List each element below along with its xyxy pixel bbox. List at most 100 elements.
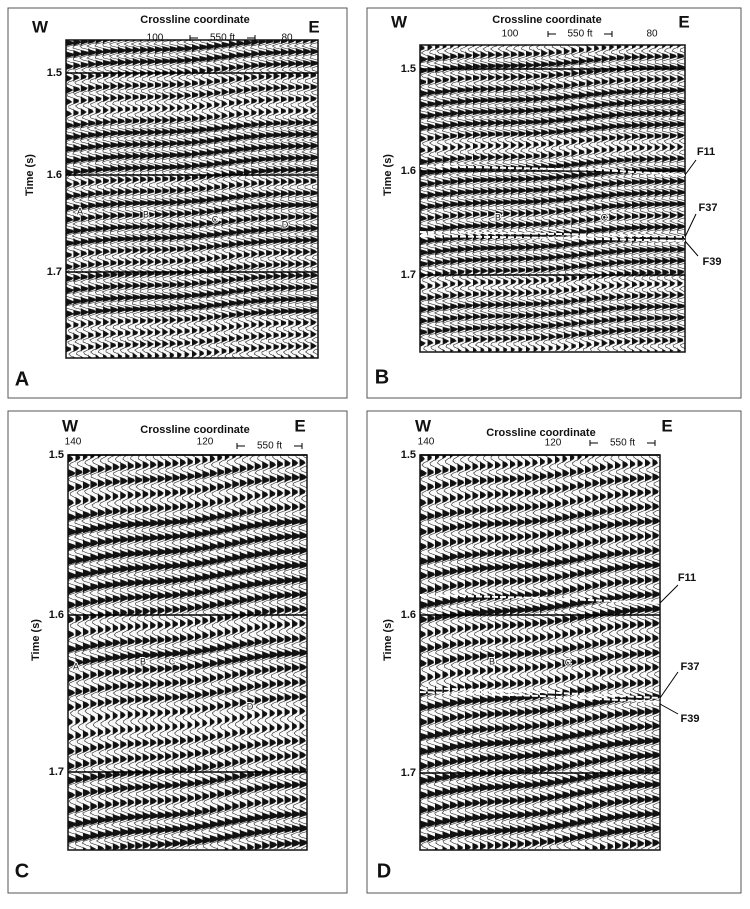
trace-line bbox=[249, 40, 269, 358]
axis-title: Crossline coordinate bbox=[486, 427, 595, 439]
trace-fill bbox=[555, 455, 564, 850]
fault-leader bbox=[684, 240, 699, 257]
trace-line bbox=[501, 45, 521, 352]
trace-line bbox=[227, 40, 246, 358]
trace-line bbox=[620, 455, 639, 850]
horizon-marker: A bbox=[77, 206, 83, 216]
trace-line bbox=[155, 455, 175, 850]
trace-line bbox=[215, 455, 235, 850]
trace-line bbox=[223, 455, 242, 850]
y-tick-label: 1.7 bbox=[401, 269, 416, 281]
trace-line bbox=[433, 455, 452, 850]
trace-line bbox=[286, 40, 306, 358]
trace-line bbox=[93, 40, 113, 358]
y-axis-title: Time (s) bbox=[24, 154, 36, 196]
trace-line bbox=[252, 455, 272, 850]
trace-line bbox=[575, 455, 595, 850]
panel-letter: C bbox=[15, 860, 29, 882]
trace-fill bbox=[607, 455, 616, 850]
trace-line bbox=[515, 455, 535, 850]
trace-fill bbox=[630, 455, 639, 850]
trace-line bbox=[628, 455, 647, 850]
trace-line bbox=[463, 45, 483, 352]
panel-letter: D bbox=[377, 860, 391, 882]
horizon-marker: B bbox=[140, 656, 146, 666]
fault-label: F37 bbox=[681, 661, 700, 673]
east-label: E bbox=[294, 416, 305, 435]
trace-fill bbox=[533, 45, 543, 352]
trace-fill bbox=[299, 455, 307, 850]
trace-fill bbox=[435, 455, 444, 850]
trace-line bbox=[138, 40, 157, 358]
trace-line bbox=[234, 40, 254, 358]
trace-line bbox=[152, 40, 172, 358]
trace-fill bbox=[277, 455, 286, 850]
trace-fill bbox=[258, 40, 268, 358]
y-tick-label: 1.7 bbox=[49, 766, 64, 778]
trace-fill bbox=[465, 45, 475, 352]
y-axis-title: Time (s) bbox=[30, 619, 42, 661]
trace-fill bbox=[518, 45, 528, 352]
trace-line bbox=[675, 46, 685, 349]
trace-fill bbox=[457, 455, 467, 850]
trace-fill bbox=[217, 455, 227, 850]
fault-leader bbox=[659, 703, 679, 715]
trace-fill bbox=[214, 40, 223, 358]
trace-line bbox=[200, 455, 220, 850]
trace-line bbox=[607, 45, 627, 352]
trace-fill bbox=[127, 455, 137, 850]
axis-title: Crossline coordinate bbox=[140, 14, 249, 26]
trace-line bbox=[493, 45, 513, 352]
trace-line bbox=[448, 455, 467, 850]
trace-line bbox=[133, 455, 152, 850]
west-label: W bbox=[391, 12, 408, 31]
trace-fill bbox=[169, 40, 179, 358]
trace-fill bbox=[420, 455, 429, 850]
scale-label: 550 ft bbox=[210, 33, 235, 44]
trace-line bbox=[73, 455, 93, 850]
trace-line bbox=[569, 45, 589, 352]
x-tick-label: 140 bbox=[65, 437, 82, 448]
trace-fill bbox=[556, 45, 566, 352]
trace-line bbox=[448, 45, 468, 352]
y-tick-label: 1.5 bbox=[49, 449, 64, 461]
trace-line bbox=[193, 455, 212, 850]
trace-line bbox=[167, 40, 187, 358]
trace-line bbox=[637, 45, 657, 352]
trace-fill bbox=[142, 455, 152, 850]
trace-fill bbox=[266, 40, 275, 358]
trace-fill bbox=[221, 40, 231, 358]
trace-line bbox=[267, 455, 287, 850]
trace-fill bbox=[577, 455, 587, 850]
trace-line bbox=[486, 45, 506, 352]
horizon-marker: D bbox=[282, 219, 289, 229]
trace-fill bbox=[251, 40, 260, 358]
trace-fill bbox=[209, 455, 219, 850]
trace-fill bbox=[154, 40, 164, 358]
trace-line bbox=[652, 45, 672, 352]
trace-line bbox=[440, 45, 460, 352]
trace-fill bbox=[571, 45, 581, 352]
scale-bar bbox=[189, 35, 256, 41]
horizon-marker: B bbox=[489, 656, 495, 666]
trace-line bbox=[667, 45, 685, 352]
seismic-section bbox=[420, 455, 660, 850]
fault-leader bbox=[659, 584, 679, 604]
scale-label: 550 ft bbox=[257, 441, 282, 452]
west-label: W bbox=[32, 17, 49, 36]
trace-fill bbox=[80, 40, 90, 358]
trace-fill bbox=[194, 455, 204, 850]
trace-fill bbox=[68, 455, 77, 850]
x-tick-label: 100 bbox=[502, 29, 519, 40]
trace-fill bbox=[465, 455, 474, 850]
east-label: E bbox=[661, 416, 672, 435]
trace-line bbox=[81, 455, 100, 850]
trace-line bbox=[645, 45, 665, 352]
trace-line bbox=[425, 45, 445, 352]
trace-line bbox=[88, 455, 108, 850]
trace-line bbox=[123, 40, 143, 358]
trace-line bbox=[561, 45, 581, 352]
west-label: W bbox=[415, 416, 432, 435]
fault-leader bbox=[659, 671, 679, 699]
